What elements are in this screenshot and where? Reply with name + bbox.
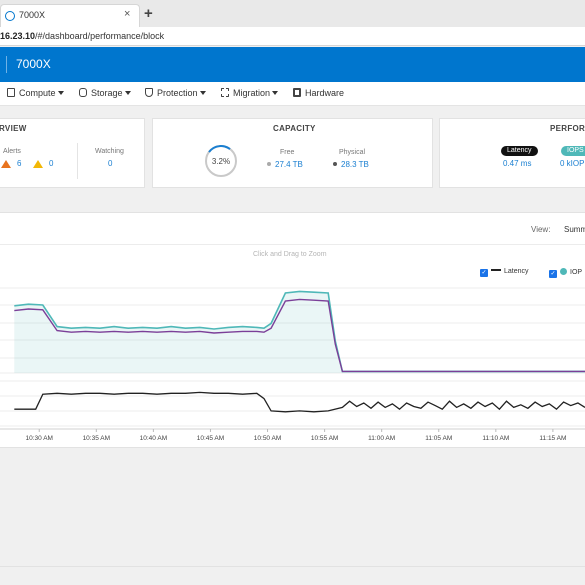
- chevron-down-icon: [57, 91, 64, 95]
- physical-dot-icon: [333, 162, 337, 166]
- overview-title: RVIEW: [0, 124, 27, 133]
- overview-divider: [77, 143, 78, 179]
- browser-tab[interactable]: 7000X ×: [0, 4, 140, 27]
- nav-hardware-label: Hardware: [305, 88, 345, 98]
- hardware-icon: [293, 88, 301, 97]
- nav-protection[interactable]: Protection: [145, 88, 206, 98]
- zoom-hint: Click and Drag to Zoom: [253, 251, 327, 258]
- warning-alert-count[interactable]: 0: [49, 159, 54, 168]
- new-tab-button[interactable]: +: [144, 5, 153, 22]
- checkbox-checked-icon[interactable]: ✓: [480, 269, 488, 277]
- legend-latency-label: Latency: [504, 268, 529, 275]
- chart-divider: [0, 244, 585, 245]
- nav-compute-label: Compute: [19, 88, 56, 98]
- x-tick-label-2: 10:40 AM: [140, 435, 167, 442]
- x-tick-label-1: 10:35 AM: [83, 435, 110, 442]
- address-bar[interactable]: 16.23.10/#/dashboard/performance/block: [0, 27, 585, 46]
- legend-latency[interactable]: ✓ Latency: [480, 268, 529, 277]
- secondary-series-line: [14, 298, 585, 373]
- header-divider: [6, 56, 7, 73]
- warning-alert-icon: [33, 160, 43, 168]
- free-value-text: 27.4 TB: [275, 160, 303, 169]
- legend-iops-swatch: [560, 268, 567, 275]
- physical-label: Physical: [339, 149, 366, 156]
- x-tick-label-7: 11:05 AM: [425, 435, 452, 442]
- shield-icon: [145, 88, 153, 97]
- alerts-label: Alerts: [3, 148, 21, 155]
- critical-alert-count[interactable]: 6: [17, 159, 22, 168]
- nav-storage-label: Storage: [91, 88, 123, 98]
- x-tick-label-6: 11:00 AM: [368, 435, 395, 442]
- iops-pill: IOPS: [561, 146, 585, 156]
- nav-storage[interactable]: Storage: [79, 88, 131, 98]
- main-nav: Compute Storage Protection Migration Har…: [0, 82, 585, 106]
- watching-count[interactable]: 0: [108, 159, 113, 168]
- x-tick-label-0: 10:30 AM: [26, 435, 53, 442]
- watching-label: Watching: [95, 148, 124, 155]
- capacity-gauge: 3.2%: [202, 142, 240, 180]
- dell-favicon-icon: [5, 11, 15, 21]
- free-label: Free: [280, 149, 295, 156]
- view-select[interactable]: Summ: [564, 225, 585, 234]
- performance-chart[interactable]: 10:30 AM 10:35 AM 10:40 AM 10:45 AM 10:50 AM…: [0, 213, 585, 449]
- tab-close-icon[interactable]: ×: [124, 8, 131, 20]
- x-tick-label-4: 10:50 AM: [254, 435, 281, 442]
- url-text[interactable]: 16.23.10/#/dashboard/performance/block: [0, 31, 164, 41]
- system-name: 7000X: [16, 57, 51, 71]
- physical-value: 28.3 TB: [333, 160, 369, 169]
- critical-alert-icon: [1, 160, 11, 168]
- physical-value-text: 28.3 TB: [341, 160, 369, 169]
- iops-area-fill: [14, 291, 585, 373]
- view-label: View:: [531, 225, 551, 234]
- legend-latency-swatch: [491, 269, 501, 271]
- footer-divider: [0, 566, 585, 567]
- free-dot-icon: [267, 162, 271, 166]
- performance-title: PERFORM: [550, 124, 585, 133]
- capacity-card: CAPACITY 3.2% Free 27.4 TB Physical 28.3…: [152, 118, 433, 188]
- legend-iops[interactable]: ✓ IOP: [549, 268, 582, 278]
- x-tick-label-8: 11:10 AM: [482, 435, 509, 442]
- capacity-title: CAPACITY: [273, 124, 316, 133]
- performance-card: PERFORM Latency 0.47 ms IOPS 0 kIOP: [439, 118, 585, 188]
- chevron-down-icon: [272, 91, 279, 95]
- nav-hardware[interactable]: Hardware: [293, 88, 344, 98]
- legend-iops-label: IOP: [570, 269, 583, 276]
- free-value: 27.4 TB: [267, 160, 303, 169]
- tab-title: 7000X: [19, 10, 46, 20]
- latency-pill: Latency: [501, 146, 538, 156]
- nav-protection-label: Protection: [157, 88, 198, 98]
- performance-chart-panel: View: Summ Click and Drag to Zoom ✓ Laten…: [0, 212, 585, 448]
- nav-compute[interactable]: Compute: [7, 88, 64, 98]
- url-host: 16.23.10: [0, 31, 36, 41]
- iops-value: 0 kIOP: [560, 159, 585, 168]
- checkbox-checked-icon[interactable]: ✓: [549, 270, 557, 278]
- url-path: /#/dashboard/performance/block: [35, 31, 165, 41]
- latency-series-line: [14, 391, 585, 413]
- app-header: 7000X: [0, 47, 585, 82]
- summary-cards: RVIEW Alerts 6 0 Watching 0 CAPACITY 3.2…: [0, 106, 585, 196]
- x-tick-label-3: 10:45 AM: [197, 435, 224, 442]
- nav-migration[interactable]: Migration: [221, 88, 279, 98]
- chevron-down-icon: [124, 91, 131, 95]
- chevron-down-icon: [199, 91, 206, 95]
- compute-icon: [7, 88, 15, 97]
- migration-icon: [221, 88, 229, 97]
- nav-migration-label: Migration: [233, 88, 271, 98]
- latency-value: 0.47 ms: [503, 159, 532, 168]
- x-tick-label-5: 10:55 AM: [311, 435, 338, 442]
- x-tick-label-9: 11:15 AM: [539, 435, 566, 442]
- storage-icon: [79, 88, 87, 97]
- overview-card: RVIEW Alerts 6 0 Watching 0: [0, 118, 145, 188]
- capacity-percent: 3.2%: [211, 157, 231, 166]
- browser-tab-strip: 7000X × +: [0, 0, 585, 27]
